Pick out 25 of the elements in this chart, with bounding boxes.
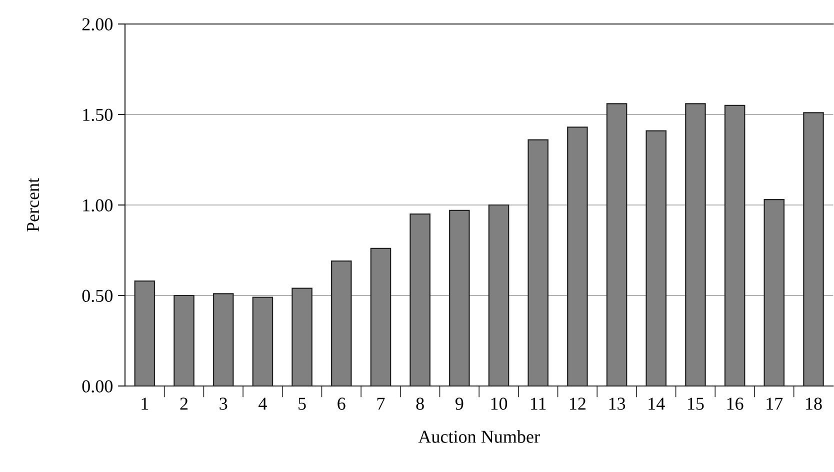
x-tick-label: 18: [806, 398, 822, 410]
x-tick-label: 3: [220, 398, 228, 410]
x-tick-label: 17: [766, 398, 783, 410]
x-tick-label: 15: [688, 398, 704, 410]
y-tick-label: 1.00: [83, 199, 113, 212]
x-tick-label: 9: [455, 398, 464, 410]
x-tick-label: 6: [338, 398, 346, 410]
x-tick-label: 4: [258, 398, 267, 410]
x-tick-label: 8: [416, 398, 424, 410]
y-tick-label: 0.50: [82, 290, 113, 302]
y-tick-label: 1.50: [83, 108, 113, 122]
x-tick-label: 2: [180, 398, 188, 410]
x-tick-label: 16: [727, 398, 744, 410]
x-tick-label: 11: [530, 398, 546, 410]
x-tick-label: 7: [377, 398, 385, 410]
y-tick-label: 0.00: [82, 380, 113, 393]
x-tick-label: 13: [609, 398, 626, 410]
x-tick-label: 14: [648, 398, 665, 410]
x-tick-label: 5: [298, 398, 306, 410]
y-axis-title: Percent: [27, 178, 40, 232]
x-tick-label: 12: [570, 398, 586, 410]
x-tick-label: 10: [491, 398, 508, 410]
y-tick-label: 2.00: [82, 18, 113, 31]
x-axis-title: Auction Number: [418, 430, 540, 443]
x-tick-label: 1: [142, 398, 148, 410]
